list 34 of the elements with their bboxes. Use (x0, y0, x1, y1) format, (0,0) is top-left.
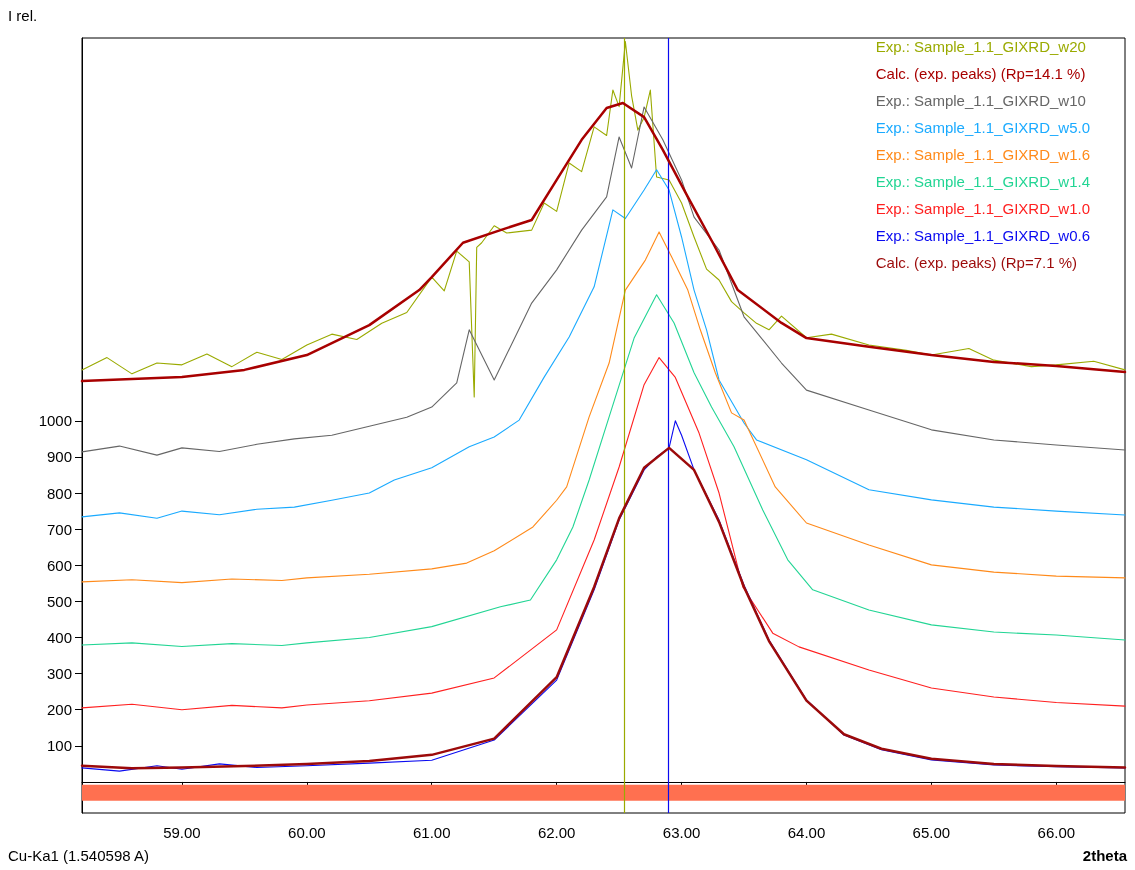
y-tick-label: 600 (46, 556, 72, 574)
y-tick-label: 100 (46, 737, 72, 755)
x-tick-label: 64.00 (787, 824, 826, 841)
text: Exp.: Sample_1.1_GIXRD_w1.0 (875, 200, 1090, 217)
x-tick-label: 65.00 (912, 824, 951, 841)
y-tick-label: 400 (46, 628, 72, 646)
y-tick-label: 300 (46, 665, 72, 683)
y-tick-label: 200 (46, 701, 72, 719)
x-axis-title: 2theta (1082, 847, 1128, 864)
line-series (81, 357, 1126, 711)
x-tick-label: 60.00 (288, 824, 326, 841)
line-series (81, 169, 1126, 519)
text: Exp.: Sample_1.1_GIXRD_w20 (875, 38, 1086, 55)
text: Exp.: Sample_1.1_GIXRD_w0.6 (875, 227, 1090, 244)
text: Exp.: Sample_1.1_GIXRD_w5.0 (875, 119, 1090, 136)
x-tick-label: 66.00 (1037, 824, 1076, 841)
line-series (81, 294, 1126, 648)
y-tick-label: 800 (46, 484, 72, 502)
text: Calc. (exp. peaks) (Rp=7.1 %) (875, 254, 1078, 271)
y-axis-title: I rel. (8, 7, 38, 24)
text: Exp.: Sample_1.1_GIXRD_w1.4 (875, 173, 1090, 190)
text: Calc. (exp. peaks) (Rp=14.1 %) (875, 65, 1086, 82)
x-tick-label: 62.00 (537, 824, 576, 841)
text: Cu-Ka1 (1.540598 A) (8, 847, 149, 864)
y-tick-label: 700 (46, 520, 72, 538)
x-tick-label: 63.00 (662, 824, 701, 841)
line-series (81, 231, 1126, 584)
text: Exp.: Sample_1.1_GIXRD_w10 (875, 92, 1086, 109)
y-tick-label: 500 (46, 592, 72, 610)
x-tick-label: 61.00 (412, 824, 451, 841)
x-tick-label: 59.00 (163, 824, 201, 841)
text: Exp.: Sample_1.1_GIXRD_w1.6 (875, 146, 1090, 163)
y-tick-label: 1000 (38, 412, 72, 430)
y-tick-label: 900 (46, 448, 72, 466)
